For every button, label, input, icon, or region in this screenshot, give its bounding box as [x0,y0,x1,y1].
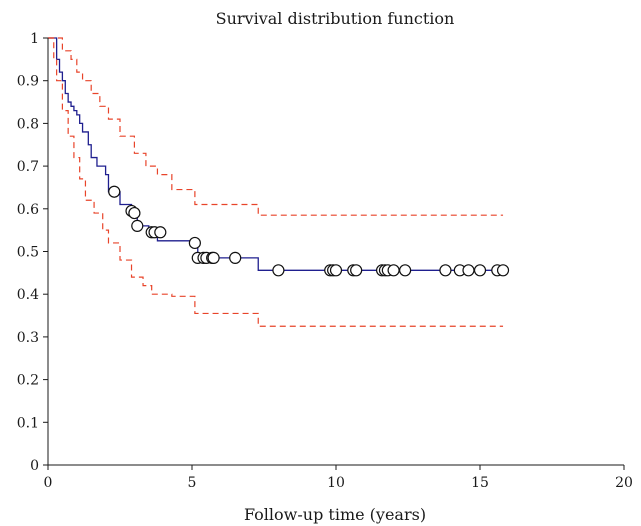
axes: 00.10.20.30.40.50.60.70.80.910 5 10 15 20 [17,31,633,491]
censor-marker [496,264,510,277]
y-tick-label: 0 [30,458,39,474]
y-tick-label: 0.7 [17,159,39,175]
censor-marker [387,264,400,277]
x-axis-label: Follow-up time (years) [244,505,426,524]
y-tick-label: 0.4 [17,287,39,303]
x-tick-label: 0 [44,475,53,491]
y-tick-label: 0.3 [17,330,39,346]
censor-marker [272,264,285,277]
censor-marker [329,264,343,277]
y-tick-label: 1 [30,31,39,47]
censor-marker [188,236,201,250]
censor-markers [108,185,510,277]
plot-area [48,37,510,327]
y-tick-label: 0.6 [17,202,39,218]
y-tick-label: 0.8 [17,116,39,132]
censor-marker [154,226,167,239]
censor-marker [473,264,487,277]
censor-marker [207,251,220,264]
x-tick-label: 20 [615,475,633,491]
y-tick-label: 0.1 [17,415,39,431]
confidence-bound-2 [48,37,504,327]
y-tick-label: 0.2 [17,373,39,389]
survival-curve [48,37,504,271]
y-tick-label: 0.9 [17,74,39,90]
chart-title: Survival distribution function [216,9,455,28]
censor-marker [462,264,475,277]
x-tick-label: 10 [327,475,345,491]
censor-marker [229,251,242,264]
x-tick-label: 5 [188,475,197,491]
censor-marker [108,185,121,198]
censor-marker [399,264,412,277]
censor-marker [350,264,363,277]
censor-marker [128,206,141,220]
y-tick-label: 0.5 [17,245,39,261]
x-tick-label: 15 [471,475,489,491]
censor-marker [131,219,144,232]
censor-marker [439,264,452,277]
